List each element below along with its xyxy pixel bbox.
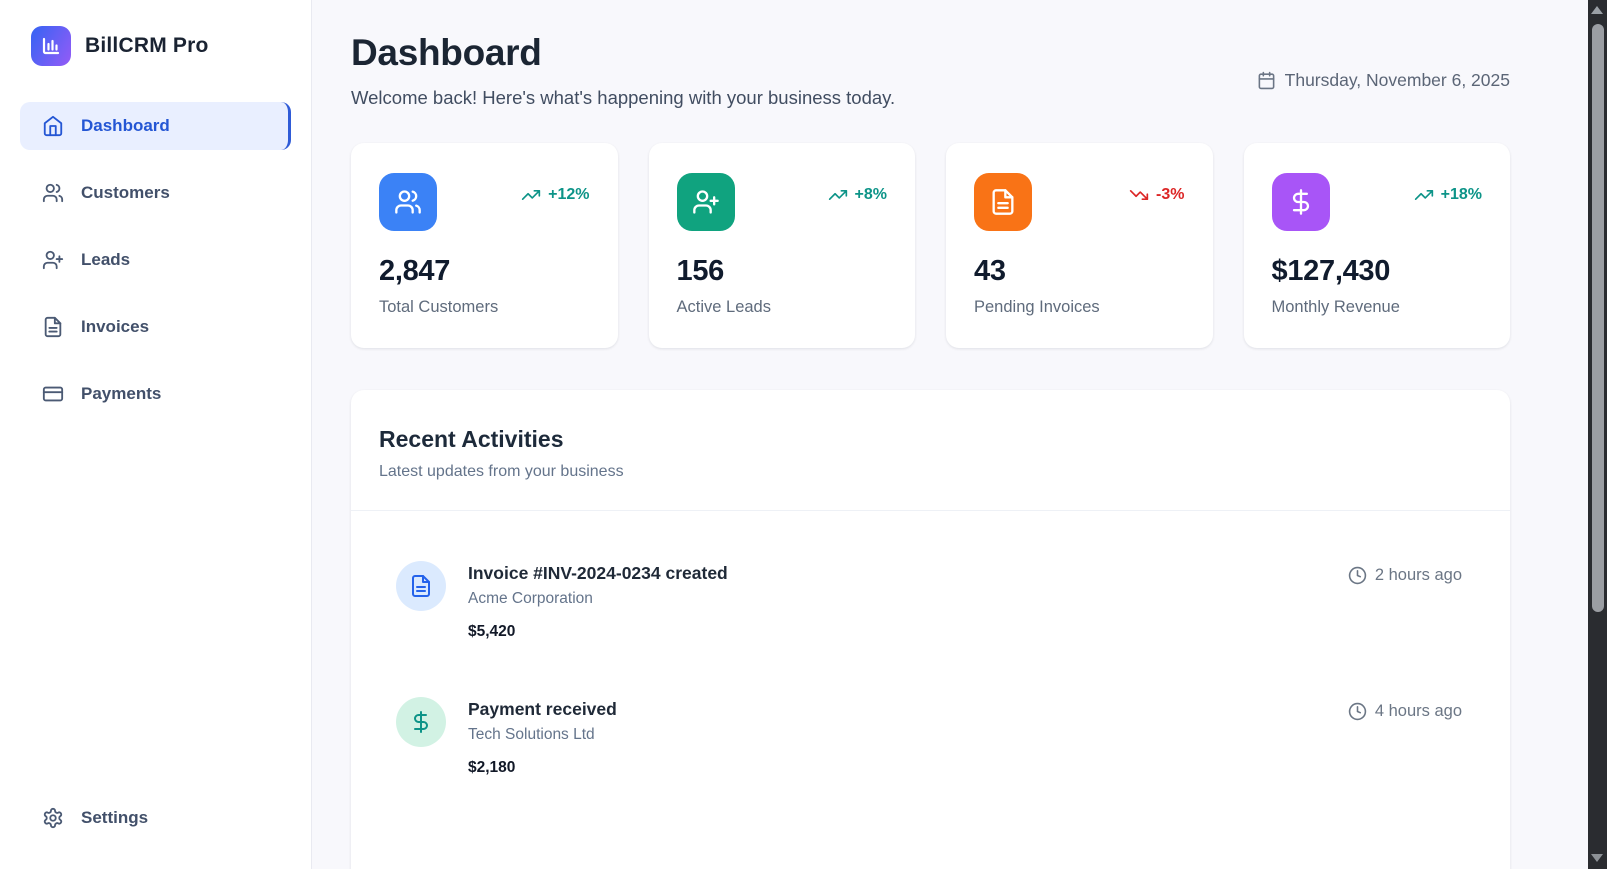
users-icon bbox=[379, 173, 437, 231]
page-title: Dashboard bbox=[351, 32, 542, 73]
file-text-icon bbox=[396, 561, 446, 611]
stat-card-monthly-revenue: +18% $127,430 Monthly Revenue bbox=[1243, 143, 1510, 348]
credit-card-icon bbox=[42, 383, 64, 405]
date-display: Thursday, November 6, 2025 bbox=[1257, 70, 1510, 91]
trending-up-icon bbox=[828, 185, 848, 205]
sidebar: BillCRM Pro Dashboard Customers bbox=[0, 0, 312, 869]
stat-trend-value: +18% bbox=[1440, 186, 1482, 203]
main-header: Dashboard Welcome back! Here's what's ha… bbox=[351, 32, 1510, 109]
sidebar-item-customers[interactable]: Customers bbox=[20, 169, 291, 217]
gear-icon bbox=[42, 807, 64, 829]
activity-row-payment-received: Payment received Tech Solutions Ltd $2,1… bbox=[351, 669, 1510, 805]
stat-trend-value: -3% bbox=[1156, 186, 1185, 203]
dollar-icon bbox=[1271, 173, 1330, 231]
scroll-down-arrow-icon[interactable] bbox=[1591, 854, 1603, 862]
scroll-up-arrow-icon[interactable] bbox=[1591, 6, 1603, 14]
activity-company: Acme Corporation bbox=[468, 590, 593, 607]
clock-icon bbox=[1348, 702, 1367, 721]
activity-row-invoice-created: Invoice #INV-2024-0234 created Acme Corp… bbox=[351, 533, 1510, 669]
stat-value: $127,430 bbox=[1271, 255, 1391, 287]
stat-label: Total Customers bbox=[379, 298, 499, 316]
page-subtitle: Welcome back! Here's what's happening wi… bbox=[351, 87, 896, 108]
sidebar-item-settings[interactable]: Settings bbox=[20, 795, 291, 841]
stat-value: 2,847 bbox=[379, 255, 451, 287]
clock-icon bbox=[1348, 566, 1367, 585]
calendar-icon bbox=[1257, 71, 1276, 90]
sidebar-footer: Settings bbox=[20, 795, 291, 841]
sidebar-item-label: Customers bbox=[81, 183, 170, 202]
stat-card-total-customers: +12% 2,847 Total Customers bbox=[351, 143, 618, 348]
sidebar-item-label: Leads bbox=[81, 250, 131, 269]
stat-card-pending-invoices: -3% 43 Pending Invoices bbox=[946, 143, 1213, 348]
date-text: Thursday, November 6, 2025 bbox=[1284, 70, 1510, 90]
vertical-scrollbar[interactable] bbox=[1588, 0, 1607, 869]
sidebar-item-label: Payments bbox=[81, 384, 162, 403]
sidebar-item-dashboard[interactable]: Dashboard bbox=[20, 102, 291, 150]
stat-value: 156 bbox=[676, 255, 725, 287]
activity-time-text: 4 hours ago bbox=[1374, 702, 1462, 720]
activity-title: Invoice #INV-2024-0234 created bbox=[468, 563, 728, 583]
stat-trend-value: +12% bbox=[548, 186, 590, 203]
stat-trend: -3% bbox=[1129, 185, 1185, 205]
stat-trend: +18% bbox=[1414, 185, 1482, 205]
stat-label: Pending Invoices bbox=[974, 298, 1100, 316]
sidebar-item-invoices[interactable]: Invoices bbox=[20, 303, 291, 351]
dollar-icon bbox=[396, 697, 446, 747]
trending-up-icon bbox=[521, 185, 541, 205]
activity-title: Payment received bbox=[468, 699, 617, 719]
activity-amount: $2,180 bbox=[468, 759, 516, 776]
sidebar-item-label: Settings bbox=[81, 808, 149, 827]
scrollbar-thumb[interactable] bbox=[1591, 24, 1604, 612]
recent-activities-subtitle: Latest updates from your business bbox=[379, 463, 624, 480]
stat-value: 43 bbox=[974, 255, 1006, 287]
file-text-icon bbox=[42, 316, 64, 338]
sidebar-item-label: Dashboard bbox=[81, 116, 170, 135]
sidebar-nav: Dashboard Customers bbox=[20, 102, 291, 418]
activity-company: Tech Solutions Ltd bbox=[468, 726, 595, 743]
activity-timestamp: 4 hours ago bbox=[1348, 697, 1462, 721]
user-plus-icon bbox=[676, 173, 735, 231]
user-plus-icon bbox=[42, 249, 64, 271]
brand: BillCRM Pro bbox=[20, 26, 291, 66]
users-icon bbox=[42, 182, 64, 204]
recent-activities-title: Recent Activities bbox=[379, 426, 564, 452]
stat-card-active-leads: +8% 156 Active Leads bbox=[648, 143, 915, 348]
recent-activities-card: Recent Activities Latest updates from yo… bbox=[351, 390, 1510, 869]
activity-amount: $5,420 bbox=[468, 623, 516, 640]
stat-label: Active Leads bbox=[676, 298, 771, 316]
app-title: BillCRM Pro bbox=[85, 34, 209, 57]
file-text-icon bbox=[974, 173, 1032, 231]
recent-activities-header: Recent Activities Latest updates from yo… bbox=[351, 390, 1510, 511]
stat-trend-value: +8% bbox=[854, 186, 887, 203]
trending-up-icon bbox=[1414, 185, 1434, 205]
stat-trend: +8% bbox=[828, 185, 887, 205]
stat-trend: +12% bbox=[521, 185, 590, 205]
main-content: Dashboard Welcome back! Here's what's ha… bbox=[313, 0, 1588, 869]
activity-list: Invoice #INV-2024-0234 created Acme Corp… bbox=[351, 511, 1510, 805]
trending-down-icon bbox=[1129, 185, 1149, 205]
activity-timestamp: 2 hours ago bbox=[1348, 561, 1462, 585]
sidebar-item-leads[interactable]: Leads bbox=[20, 236, 291, 284]
sidebar-item-label: Invoices bbox=[81, 317, 150, 336]
bar-chart-icon bbox=[31, 26, 71, 66]
stat-label: Monthly Revenue bbox=[1271, 298, 1400, 316]
sidebar-item-payments[interactable]: Payments bbox=[20, 370, 291, 418]
home-icon bbox=[42, 115, 64, 137]
activity-time-text: 2 hours ago bbox=[1374, 566, 1462, 584]
stats-row: +12% 2,847 Total Customers bbox=[351, 143, 1510, 348]
